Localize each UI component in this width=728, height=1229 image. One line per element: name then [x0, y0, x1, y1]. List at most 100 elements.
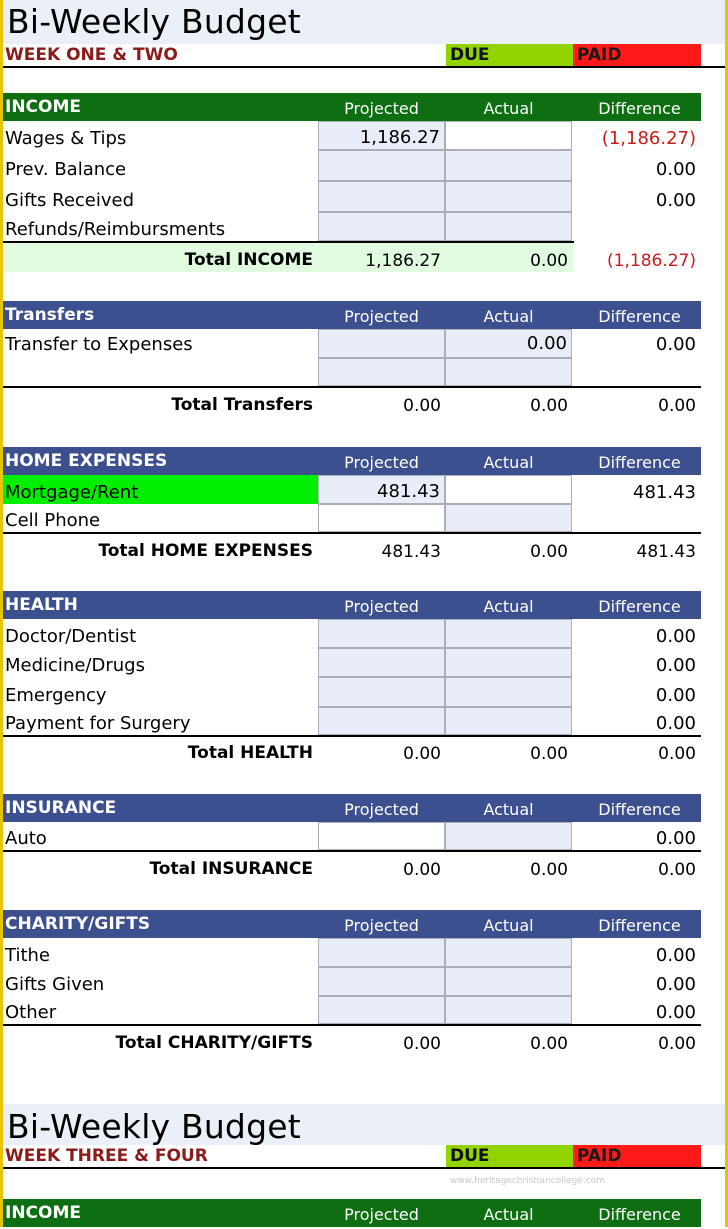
projected-cell[interactable]: [318, 358, 445, 386]
total-actual: 0.00: [530, 744, 568, 764]
difference-cell: 0.00: [655, 159, 696, 180]
row-divider: [3, 532, 701, 534]
actual-cell[interactable]: [445, 181, 572, 212]
row-label: Medicine/Drugs: [5, 655, 145, 676]
col-actual: Actual: [483, 307, 534, 326]
section-title: HEALTH: [5, 595, 78, 615]
row-label: Transfer to Expenses: [5, 334, 193, 355]
total-row: Total CHARITY/GIFTS 0.00 0.00 0.00: [3, 1026, 701, 1055]
row-divider: [3, 241, 574, 243]
projected-cell[interactable]: 481.43: [318, 475, 445, 504]
projected-cell[interactable]: [318, 996, 445, 1024]
col-actual: Actual: [483, 453, 534, 472]
row-label: Refunds/Reimbursments: [5, 219, 226, 240]
week-label: WEEK ONE & TWO: [5, 45, 178, 65]
budget-title: Bi-Weekly Budget: [3, 1104, 725, 1146]
projected-cell[interactable]: [318, 150, 445, 181]
col-difference: Difference: [598, 916, 681, 935]
difference-cell: 0.00: [655, 334, 696, 355]
projected-cell[interactable]: [318, 707, 445, 735]
total-difference: 0.00: [658, 744, 696, 764]
actual-cell[interactable]: [445, 358, 572, 386]
actual-cell[interactable]: [445, 822, 572, 850]
section-title: INSURANCE: [5, 798, 117, 818]
col-difference: Difference: [598, 597, 681, 616]
projected-cell[interactable]: [318, 967, 445, 996]
table-row: Gifts Received 0.00: [3, 181, 701, 212]
total-row: Total HOME EXPENSES 481.43 0.00 481.43: [3, 534, 701, 563]
row-divider: [3, 1024, 701, 1026]
section-title: CHARITY/GIFTS: [5, 914, 151, 934]
total-label: Total INCOME: [184, 250, 313, 270]
actual-cell[interactable]: [445, 121, 572, 150]
row-label: Payment for Surgery: [5, 713, 191, 734]
total-label: Total HOME EXPENSES: [98, 541, 313, 561]
actual-cell[interactable]: [445, 212, 572, 241]
col-actual: Actual: [483, 597, 534, 616]
income-header: INCOME Projected Actual Difference: [3, 93, 701, 121]
budget-title: Bi-Weekly Budget: [3, 0, 725, 44]
section-title: INCOME: [5, 1203, 82, 1223]
difference-cell: 0.00: [655, 685, 696, 706]
watermark: www.heritagechristiancollege.com: [450, 1176, 605, 1186]
projected-cell[interactable]: [318, 212, 445, 241]
total-projected: 0.00: [403, 396, 441, 416]
actual-cell[interactable]: [445, 475, 572, 504]
projected-cell[interactable]: [318, 938, 445, 967]
actual-cell[interactable]: [445, 648, 572, 677]
row-divider: [3, 850, 701, 852]
actual-cell[interactable]: 0.00: [445, 329, 572, 358]
total-row: Total INSURANCE 0.00 0.00 0.00: [3, 852, 701, 881]
col-projected: Projected: [344, 1205, 419, 1224]
row-label: Prev. Balance: [5, 159, 127, 180]
total-label: Total INSURANCE: [149, 859, 313, 879]
projected-cell[interactable]: [318, 677, 445, 707]
total-projected: 1,186.27: [365, 251, 441, 271]
table-row: Wages & Tips 1,186.27 (1,186.27): [3, 121, 701, 150]
col-difference: Difference: [598, 453, 681, 472]
total-difference: 0.00: [658, 1034, 696, 1054]
actual-cell[interactable]: [445, 150, 572, 181]
actual-cell[interactable]: [445, 619, 572, 648]
total-projected: 0.00: [403, 744, 441, 764]
total-difference: 481.43: [636, 542, 696, 562]
actual-cell[interactable]: [445, 967, 572, 996]
table-row: [3, 358, 701, 386]
projected-cell[interactable]: [318, 181, 445, 212]
col-projected: Projected: [344, 307, 419, 326]
row-label: Tithe: [5, 945, 50, 966]
col-projected: Projected: [344, 597, 419, 616]
table-row: Doctor/Dentist 0.00: [3, 619, 701, 648]
due-status[interactable]: DUE: [446, 1145, 573, 1167]
paid-status[interactable]: PAID: [573, 44, 701, 66]
projected-cell[interactable]: [318, 648, 445, 677]
total-difference: (1,186.27): [607, 251, 696, 271]
row-label: Gifts Given: [5, 974, 105, 995]
total-actual: 0.00: [530, 251, 568, 271]
projected-cell[interactable]: [318, 329, 445, 358]
section-title: HOME EXPENSES: [5, 451, 168, 471]
actual-cell[interactable]: [445, 707, 572, 735]
projected-cell[interactable]: [318, 619, 445, 648]
actual-cell[interactable]: [445, 504, 572, 532]
actual-cell[interactable]: [445, 938, 572, 967]
actual-cell[interactable]: [445, 996, 572, 1024]
projected-cell[interactable]: 1,186.27: [318, 121, 445, 150]
charity-header: CHARITY/GIFTS Projected Actual Differenc…: [3, 910, 701, 938]
table-row: Medicine/Drugs 0.00: [3, 648, 701, 677]
due-status[interactable]: DUE: [446, 44, 573, 66]
total-row: Total INCOME 1,186.27 0.00 (1,186.27): [3, 243, 701, 272]
table-row: Mortgage/Rent 481.43 481.43: [3, 475, 701, 504]
table-row: Gifts Given 0.00: [3, 967, 701, 996]
table-row: Payment for Surgery 0.00: [3, 707, 701, 735]
row-label: Gifts Received: [5, 190, 135, 211]
row-label: Other: [5, 1002, 57, 1023]
row-label: Auto: [5, 828, 47, 849]
paid-status[interactable]: PAID: [573, 1145, 701, 1167]
actual-cell[interactable]: [445, 677, 572, 707]
difference-cell: 0.00: [655, 190, 696, 211]
projected-cell[interactable]: [318, 504, 445, 532]
projected-cell[interactable]: [318, 822, 445, 850]
table-row: Tithe 0.00: [3, 938, 701, 967]
table-row: Transfer to Expenses 0.00 0.00: [3, 329, 701, 358]
